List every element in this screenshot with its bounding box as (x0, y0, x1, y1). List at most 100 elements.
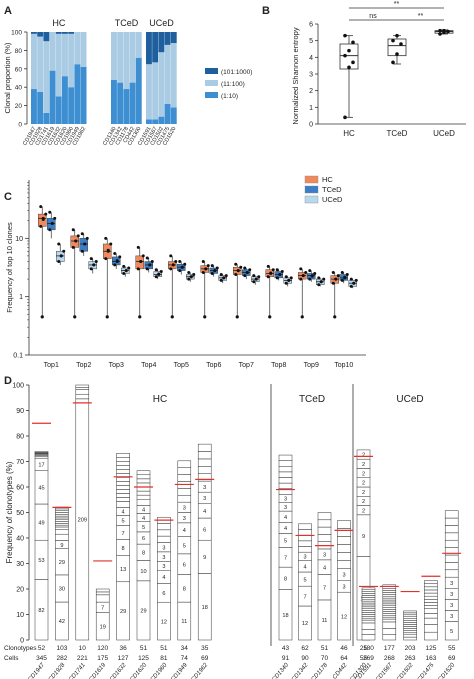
data-point (446, 29, 450, 34)
bar-segment (152, 62, 159, 120)
clonotype-segment (382, 607, 397, 610)
clonotype-segment (403, 630, 417, 633)
data-point (219, 278, 223, 282)
segment-count: 7 (303, 594, 306, 600)
data-point (206, 264, 210, 268)
segment-count: 9 (60, 543, 63, 549)
cell-count: 282 (56, 655, 67, 662)
segment-count: 4 (303, 565, 306, 571)
cell-count: 70 (321, 655, 329, 662)
segment-count: 8 (183, 587, 186, 593)
segment-count: 4 (323, 565, 326, 571)
clonotype-segment (403, 618, 417, 621)
sample-label: CD1342 (291, 662, 310, 679)
clonotype-segment (403, 628, 417, 631)
bar-segment (164, 44, 171, 104)
data-point (183, 262, 187, 266)
data-point (271, 268, 275, 272)
clonotype-count: 43 (282, 645, 290, 652)
segment-count: 19 (100, 624, 106, 630)
x-tick-label: Top5 (174, 362, 189, 369)
sample-label: CD1520 (437, 662, 456, 679)
segment-count: 2 (362, 453, 365, 459)
segment-count: 5 (284, 539, 287, 545)
clonotype-segment (382, 618, 397, 623)
clonotype-segment (136, 486, 151, 492)
data-point (50, 221, 54, 225)
legend-label: HC (322, 175, 333, 184)
data-point (201, 270, 205, 274)
data-point (159, 270, 163, 274)
data-point (104, 236, 108, 240)
segment-count: 11 (181, 619, 187, 625)
data-point (53, 216, 57, 220)
data-point (300, 315, 304, 319)
data-point (299, 277, 303, 281)
data-point (304, 270, 308, 274)
data-point (438, 28, 442, 33)
data-point (301, 274, 305, 278)
segment-count: 6 (142, 536, 145, 542)
data-point (122, 264, 126, 268)
clonotype-count: 25 (360, 645, 368, 652)
data-point (213, 269, 217, 273)
segment-count: 45 (38, 486, 44, 492)
clonotype-segment (55, 508, 69, 511)
clonotype-segment (424, 592, 438, 597)
segment-count: 3 (162, 555, 165, 561)
clonotype-segment (278, 477, 293, 484)
clonotype-count: 51 (321, 645, 329, 652)
segment-count: 9 (362, 534, 365, 540)
clonotype-segment (278, 471, 293, 478)
cell-count: 81 (160, 655, 168, 662)
sample-label: CD1178 (311, 662, 330, 679)
bar-segment (43, 32, 50, 42)
data-point (127, 266, 131, 270)
clonotype-segment (177, 460, 192, 468)
segment-count: 3 (450, 592, 453, 598)
segment-count: 4 (284, 515, 287, 521)
data-point (343, 115, 347, 120)
clonotype-segment (317, 534, 332, 542)
data-point (71, 245, 75, 249)
clonotype-segment (403, 610, 417, 614)
segment-count: 3 (342, 584, 345, 590)
bar-segment (37, 36, 44, 92)
clonotype-segment (337, 520, 351, 529)
data-point (317, 283, 321, 287)
data-point (343, 53, 347, 58)
data-point (48, 228, 52, 232)
sample-label: CD1632 (109, 662, 128, 679)
clonotype-segment (116, 497, 130, 502)
sample-label: CD1960 (150, 662, 169, 679)
clonotype-segment (444, 539, 459, 548)
segment-count: 5 (122, 519, 125, 525)
x-tick-label: Top2 (76, 362, 91, 369)
group-label: HC (153, 394, 167, 405)
clonotype-count: 35 (201, 645, 209, 652)
bar-segment (152, 32, 159, 63)
clonotype-segment (424, 613, 438, 619)
clonotype-segment (337, 528, 351, 537)
data-point (62, 249, 66, 253)
clonotype-segment (116, 457, 130, 462)
clonotype-segment (361, 589, 376, 592)
data-point (115, 259, 119, 263)
bar-segment (146, 32, 152, 65)
y-axis-label: Clonal proportion (%) (3, 42, 12, 113)
data-point (349, 284, 353, 288)
cell-count: 69 (201, 655, 209, 662)
segment-count: 3 (342, 572, 345, 578)
y-tick-label: 60 (15, 66, 23, 73)
clonotype-segment (177, 488, 192, 496)
data-point (399, 42, 403, 46)
clonotype-segment (116, 465, 130, 470)
clonotype-segment (75, 384, 90, 388)
clonotype-segment (298, 540, 312, 547)
cell-count: 263 (405, 655, 416, 662)
x-tick-label: Top1 (44, 362, 59, 369)
y-tick-label: 10 (16, 612, 24, 619)
data-point (351, 40, 355, 45)
